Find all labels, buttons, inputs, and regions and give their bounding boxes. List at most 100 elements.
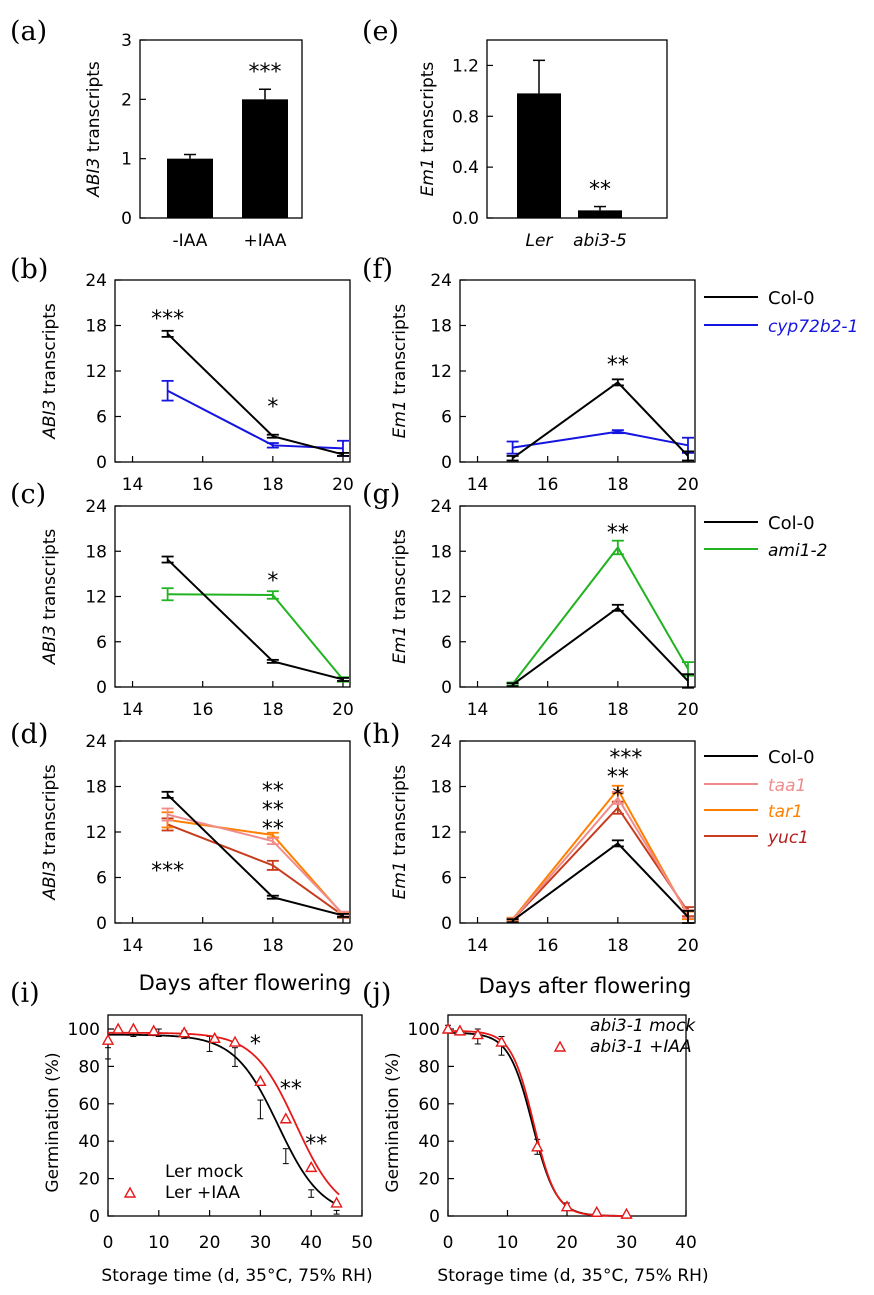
data-point xyxy=(560,1200,574,1212)
xlabel-storage-left: Storage time (d, 35°C, 75% RH) xyxy=(101,1266,372,1286)
significance-label: ** xyxy=(607,521,629,546)
legend-label: abi3-1 mock xyxy=(590,1016,696,1036)
panel-label-e: (e) xyxy=(362,16,399,47)
panel-label-d: (d) xyxy=(10,719,48,750)
data-point xyxy=(101,1033,115,1045)
x-tick-label: 18 xyxy=(262,700,284,720)
y-tick-label: 100 xyxy=(408,1020,440,1040)
plot-frame xyxy=(459,505,696,688)
x-tick-label: 16 xyxy=(537,700,559,720)
x-tick-label: 14 xyxy=(467,475,489,495)
plot-frame xyxy=(459,740,696,924)
fit-curve xyxy=(447,1030,627,1217)
data-point xyxy=(208,1031,221,1044)
x-tick-label: 18 xyxy=(607,475,629,495)
y-axis-label: ABI3 transcripts xyxy=(40,764,60,901)
data-point xyxy=(471,1028,484,1040)
x-tick-label: 50 xyxy=(351,1233,373,1253)
y-tick-label: 1.2 xyxy=(452,56,479,76)
x-tick-label: 18 xyxy=(607,700,629,720)
significance-label: ** xyxy=(280,1077,302,1102)
series-line xyxy=(512,842,689,922)
x-tick-label: 30 xyxy=(616,1233,638,1253)
significance-label: *** xyxy=(151,859,184,884)
y-axis-label: Em1 transcripts xyxy=(418,62,438,197)
y-tick-label: 18 xyxy=(430,542,452,562)
data-point xyxy=(127,1022,140,1034)
fit-curve xyxy=(107,1033,340,1207)
y-tick-label: 40 xyxy=(418,1132,440,1152)
y-tick-label: 18 xyxy=(85,317,107,337)
legend-i: Ler mock Ler +IAA xyxy=(123,1162,243,1203)
data-point xyxy=(178,1026,191,1038)
series-line xyxy=(512,381,689,460)
y-axis-label: Em1 transcripts xyxy=(390,304,410,439)
x-tick-label: 40 xyxy=(675,1233,697,1253)
y-tick-label: 18 xyxy=(430,778,452,798)
series-line xyxy=(167,823,344,917)
x-category-label: abi3-5 xyxy=(573,231,627,251)
x-tick-label: 20 xyxy=(677,475,699,495)
legend-b: Col-0 cyp72b2-1 xyxy=(704,288,858,337)
legend-label: Col-0 xyxy=(768,288,815,309)
y-tick-label: 0.0 xyxy=(452,209,479,229)
significance-label: * xyxy=(612,784,623,809)
legend-triangle-marker xyxy=(553,1040,567,1052)
y-tick-label: 12 xyxy=(85,362,107,382)
x-tick-label: 0 xyxy=(443,1233,454,1253)
data-point xyxy=(441,1022,455,1034)
y-tick-label: 0 xyxy=(96,678,107,698)
y-tick-label: 24 xyxy=(430,271,452,291)
y-tick-label: 2 xyxy=(121,90,132,110)
legend-label: abi3-1 +IAA xyxy=(590,1037,692,1057)
x-tick-label: 14 xyxy=(122,936,144,956)
y-tick-label: 60 xyxy=(418,1095,440,1115)
x-tick-label: 16 xyxy=(192,475,214,495)
y-tick-label: 80 xyxy=(78,1057,100,1077)
chart-f: 0 6 12 18 24 14 16 18 20 ** Em1 transcripts xyxy=(390,271,699,495)
bar xyxy=(242,99,288,218)
x-tick-label: 16 xyxy=(192,936,214,956)
panel-label-b: (b) xyxy=(10,254,48,285)
plot-frame xyxy=(486,39,668,219)
panel-label-f: (f) xyxy=(362,254,393,285)
y-axis-label: Em1 transcripts xyxy=(390,529,410,664)
significance-label: *** xyxy=(151,307,184,332)
y-tick-label: 0 xyxy=(89,1207,100,1227)
plot-frame xyxy=(139,39,303,219)
x-category-label: Ler xyxy=(526,231,554,251)
x-tick-label: 14 xyxy=(467,700,489,720)
significance-label: *** xyxy=(249,60,282,85)
chart-e: 0.0 0.4 0.8 1.2 Ler ** abi3-5 Em1 transcripts xyxy=(418,39,668,251)
series-line xyxy=(511,545,689,685)
y-tick-label: 20 xyxy=(418,1170,440,1190)
x-tick-label: 16 xyxy=(537,936,559,956)
legend-d: Col-0 taa1 tar1 yuc1 xyxy=(704,747,815,848)
x-tick-label: 10 xyxy=(148,1233,170,1253)
x-tick-label: 20 xyxy=(556,1233,578,1253)
data-point xyxy=(330,1196,343,1208)
series-line xyxy=(166,558,344,681)
legend-j: abi3-1 mock abi3-1 +IAA xyxy=(553,1016,696,1057)
data-point xyxy=(453,1024,467,1036)
significance-label: * xyxy=(267,395,278,420)
data-point xyxy=(531,1140,544,1152)
plot-frame xyxy=(459,279,696,463)
significance-label: ** xyxy=(262,798,284,823)
significance-label: * xyxy=(250,1032,261,1057)
data-point xyxy=(254,1074,267,1087)
y-tick-label: 24 xyxy=(85,497,107,517)
panel-label-g: (g) xyxy=(362,479,400,510)
data-point xyxy=(590,1205,603,1217)
legend-label: Ler +IAA xyxy=(165,1183,240,1203)
x-tick-label: 10 xyxy=(497,1233,519,1253)
panel-label-j: (j) xyxy=(362,978,391,1009)
legend-label: taa1 xyxy=(768,776,806,796)
y-tick-label: 24 xyxy=(85,732,107,752)
panel-label-c: (c) xyxy=(10,479,46,510)
xlabel-days-right: Days after flowering xyxy=(479,974,692,998)
bar xyxy=(517,93,561,218)
